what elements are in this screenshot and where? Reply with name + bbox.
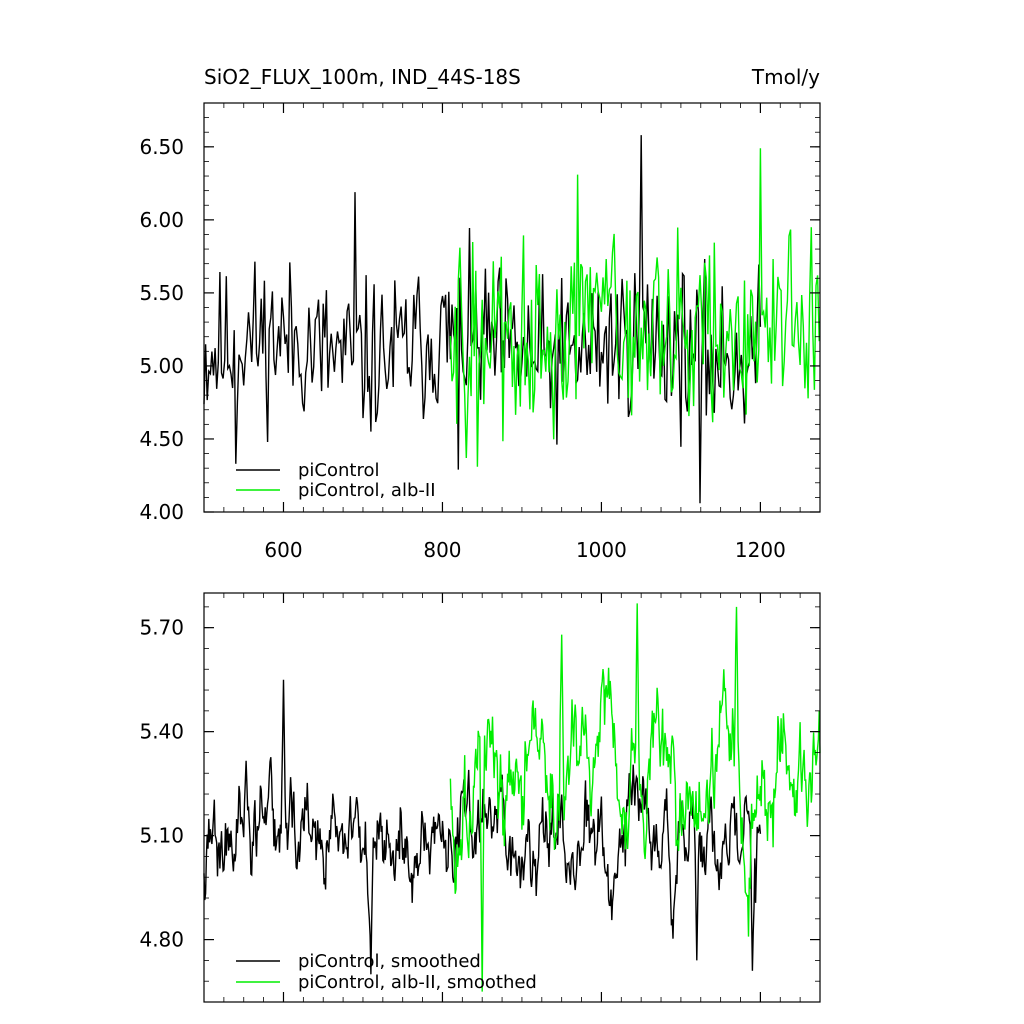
y-tick-label: 5.70 — [139, 616, 184, 640]
y-tick-label: 4.50 — [139, 427, 184, 451]
y-tick-label: 4.00 — [139, 500, 184, 524]
bottom-panel-legend: piControl, smoothed piControl, alb-II, s… — [236, 951, 537, 993]
y-tick-label: 5.10 — [139, 824, 184, 848]
legend-label-picontrol-alb: piControl, alb-II — [298, 480, 436, 501]
x-tick-label: 800 — [423, 538, 461, 562]
top-panel-title: SiO2_FLUX_100m, IND_44S-18S — [204, 65, 521, 89]
y-tick-label: 6.50 — [139, 135, 184, 159]
x-tick-label: 1200 — [735, 538, 786, 562]
series-line-picontrol-alb-ii-smoothed — [449, 603, 821, 992]
top-panel-legend: piControl piControl, alb-II — [236, 460, 436, 501]
x-tick-label: 1000 — [576, 538, 627, 562]
legend-label-picontrol: piControl — [298, 460, 380, 481]
top-panel-frame — [203, 102, 821, 513]
bottom-panel-series — [203, 603, 821, 992]
legend-label-picontrol-alb-smoothed: piControl, alb-II, smoothed — [298, 972, 537, 993]
bottom-panel: 4.80 5.10 5.40 5.70 piControl, smoothed piC… — [139, 592, 821, 1003]
y-tick-label: 5.50 — [139, 281, 184, 305]
series-line-picontrol-alb-ii — [449, 148, 820, 467]
top-panel-units: Tmol/y — [751, 65, 820, 89]
y-tick-label: 4.80 — [139, 928, 184, 952]
legend-label-picontrol-smoothed: piControl, smoothed — [298, 951, 481, 972]
y-tick-label: 5.00 — [139, 354, 184, 378]
top-panel-series — [203, 135, 820, 504]
top-panel: SiO2_FLUX_100m, IND_44S-18S Tmol/y 4.004… — [139, 65, 821, 562]
top-panel-ticks: 4.00 4.50 5.00 5.50 6.00 6.50 600 800 1000 1200 — [139, 102, 821, 562]
bottom-panel-frame — [203, 592, 821, 1003]
y-tick-label: 6.00 — [139, 208, 184, 232]
series-line-picontrol-smoothed — [203, 679, 762, 975]
x-tick-label: 600 — [264, 538, 302, 562]
y-tick-label: 5.40 — [139, 720, 184, 744]
